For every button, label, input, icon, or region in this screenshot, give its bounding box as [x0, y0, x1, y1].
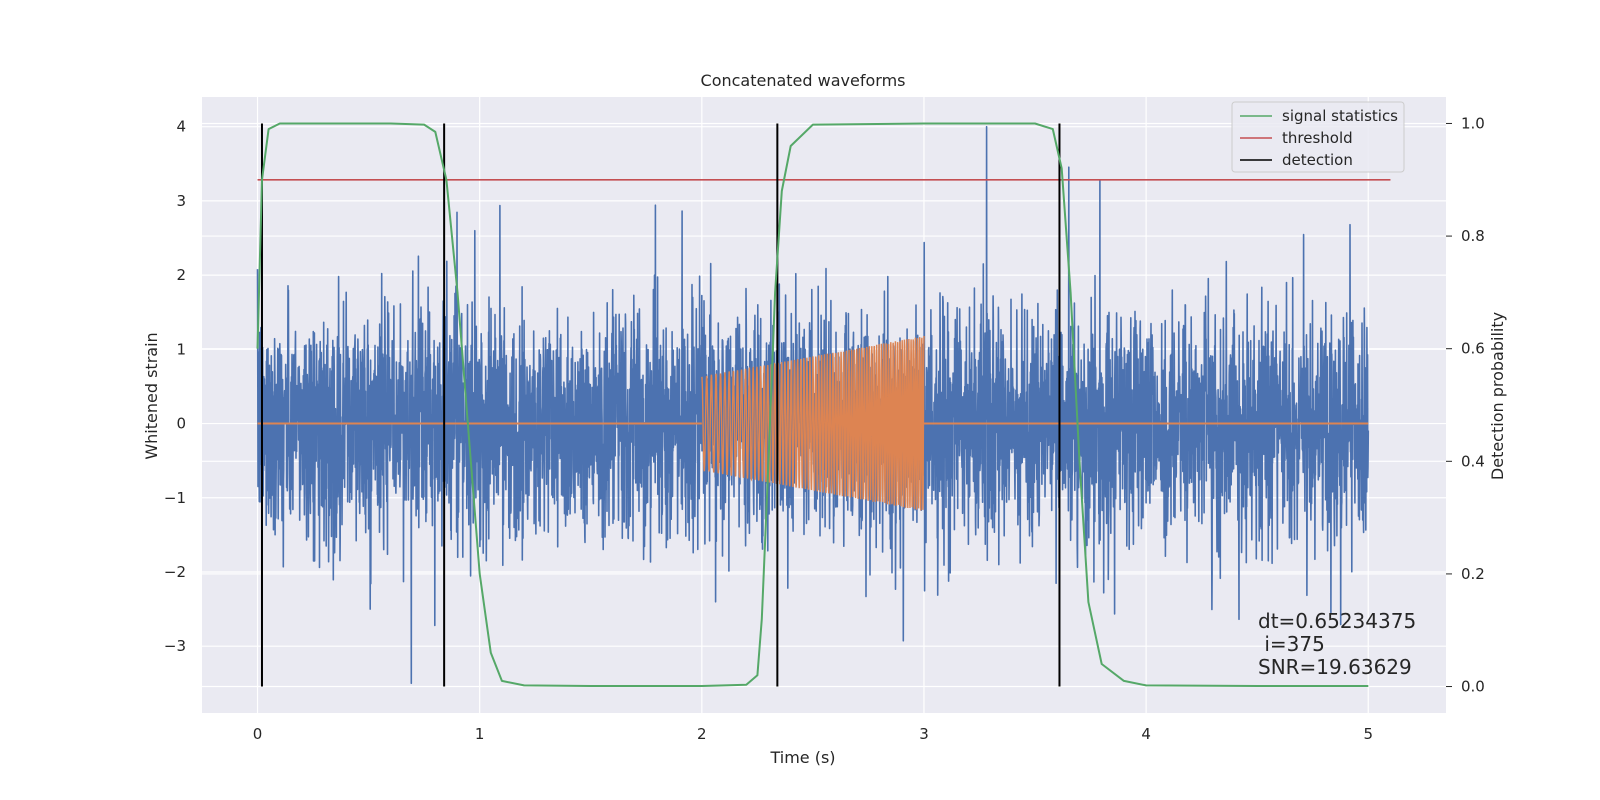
legend: signal statistics threshold detection	[1231, 101, 1405, 173]
y-tick-label: 1	[176, 340, 186, 358]
y2-tick-label: 0.6	[1461, 340, 1485, 358]
x-tick-label: 1	[475, 725, 485, 743]
x-axis-label: Time (s)	[769, 748, 835, 767]
y-tick-label: 4	[176, 118, 186, 136]
legend-frame	[1231, 101, 1405, 173]
chart-title: Concatenated waveforms	[701, 71, 906, 90]
y-tick-label: −2	[164, 563, 186, 581]
signal-statistics-line	[256, 122, 1369, 687]
y2-tick-label: 1.0	[1461, 114, 1485, 132]
y-tick-label: −1	[164, 489, 186, 507]
signal-statistics-series	[256, 122, 1369, 687]
legend-label-threshold: threshold	[1282, 129, 1353, 147]
annotation: dt=0.65234375 i=375 SNR=19.63629	[1258, 609, 1416, 679]
y2-axis-label: Detection probability	[1488, 312, 1507, 480]
injection-series	[257, 335, 1369, 511]
legend-label-signal-statistics: signal statistics	[1282, 107, 1398, 125]
y-tick-label: 0	[176, 415, 186, 433]
y-tick-label: 2	[176, 266, 186, 284]
annotation-index: i=375	[1258, 632, 1325, 656]
axis-ticks: 0 1 2 3 4 5 −3 −2 −1 0 1 2 3 4 0.0 0.2 0.4 0.6 0.8 1.0	[164, 114, 1485, 743]
y2-tick-label: 0.2	[1461, 565, 1485, 583]
x-tick-label: 2	[697, 725, 707, 743]
y2-tick-label: 0.8	[1461, 227, 1485, 245]
x-tick-label: 4	[1141, 725, 1151, 743]
y-axis-label: Whitened strain	[142, 332, 161, 459]
y-tick-label: 3	[176, 192, 186, 210]
legend-label-detection: detection	[1282, 151, 1353, 169]
y2-tick-label: 0.4	[1461, 452, 1485, 470]
injection-chirp	[701, 335, 925, 511]
annotation-dt: dt=0.65234375	[1258, 609, 1416, 633]
y-tick-label: −3	[164, 637, 186, 655]
x-tick-label: 5	[1363, 725, 1373, 743]
x-tick-label: 3	[919, 725, 929, 743]
x-tick-label: 0	[253, 725, 263, 743]
y2-tick-label: 0.0	[1461, 678, 1485, 696]
annotation-snr: SNR=19.63629	[1258, 655, 1412, 679]
